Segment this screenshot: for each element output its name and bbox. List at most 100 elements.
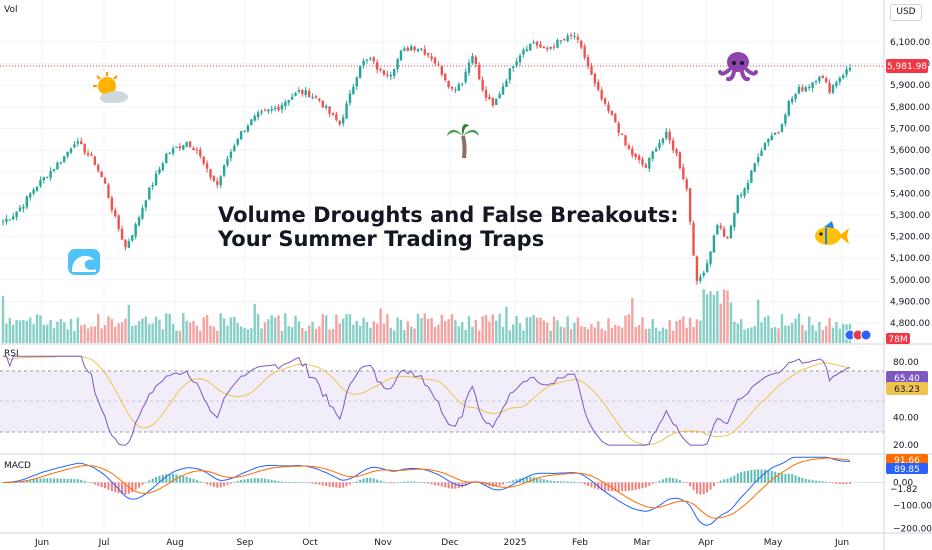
candle-body bbox=[39, 179, 42, 187]
volume-bar bbox=[743, 329, 746, 343]
candle-body bbox=[165, 153, 168, 164]
volume-bar bbox=[328, 329, 331, 343]
macd-histogram-bar bbox=[141, 482, 144, 486]
candle-body bbox=[76, 141, 80, 144]
macd-histogram-bar bbox=[454, 482, 457, 489]
volume-bar bbox=[617, 325, 620, 343]
volume-bar bbox=[709, 291, 712, 343]
price-tick-label: 5,900.00 bbox=[890, 81, 930, 91]
price-tick-label: 5,200.00 bbox=[890, 233, 930, 243]
candle-body bbox=[831, 84, 835, 93]
headline-line-1: Volume Droughts and False Breakouts: bbox=[218, 203, 679, 227]
candle-body bbox=[372, 57, 375, 62]
volume-bar bbox=[552, 316, 556, 343]
macd-histogram-bar bbox=[440, 482, 443, 487]
macd-histogram-bar bbox=[362, 478, 365, 483]
currency-button[interactable]: USD bbox=[890, 4, 922, 21]
candle-body bbox=[491, 97, 495, 106]
candlesticks[interactable] bbox=[1, 32, 852, 285]
candle-body bbox=[86, 153, 90, 155]
volume-bar bbox=[491, 314, 495, 343]
volume-bar bbox=[464, 329, 467, 343]
volume-bar bbox=[522, 330, 525, 343]
candle-body bbox=[216, 181, 219, 185]
earnings-flags-icon[interactable] bbox=[844, 329, 872, 341]
macd-histogram-bar bbox=[515, 479, 518, 483]
macd-histogram-bar bbox=[570, 481, 573, 483]
macd-histogram-bar bbox=[702, 482, 705, 495]
candle-body bbox=[678, 152, 682, 169]
volume-bar bbox=[556, 320, 559, 343]
volume-bars bbox=[1, 289, 852, 343]
macd-histogram-bar bbox=[335, 482, 338, 488]
candle-body bbox=[46, 177, 49, 179]
time-axis[interactable]: Jun Jul Aug Sep Oct Nov Dec 2025 Feb Mar Apr May Jun bbox=[34, 538, 849, 548]
rsi-label[interactable]: RSI bbox=[4, 349, 19, 359]
volume-bar bbox=[549, 330, 552, 343]
volume-bar bbox=[539, 317, 542, 343]
macd-histogram-bar bbox=[678, 480, 681, 483]
candle-body bbox=[535, 41, 539, 46]
macd-histogram-bar bbox=[297, 481, 300, 483]
volume-bar bbox=[821, 329, 824, 343]
volume-bar bbox=[454, 320, 457, 343]
candle-body bbox=[212, 176, 216, 181]
volume-bar bbox=[488, 321, 491, 343]
candle-body bbox=[304, 90, 307, 95]
sun-behind-cloud-icon bbox=[93, 72, 128, 103]
candle-body bbox=[226, 159, 229, 166]
macd-histogram-bar bbox=[498, 482, 501, 486]
volume-bar bbox=[151, 323, 154, 343]
price-axis[interactable]: 6,100.006,000.005,900.005,800.005,700.00… bbox=[890, 38, 930, 329]
volume-bar bbox=[763, 317, 767, 343]
candle-body bbox=[651, 151, 654, 159]
volume-bar bbox=[705, 294, 709, 343]
macd-histogram-bar bbox=[423, 482, 426, 484]
macd-histogram-bar bbox=[59, 478, 62, 483]
candle-body bbox=[457, 84, 461, 91]
volume-bar bbox=[171, 323, 175, 343]
volume-label[interactable]: Vol bbox=[4, 5, 17, 15]
macd-histogram-bar bbox=[379, 480, 382, 483]
candle-body bbox=[804, 87, 807, 92]
volume-bar bbox=[42, 324, 46, 343]
volume-bar bbox=[396, 317, 399, 343]
volume-bar bbox=[624, 315, 627, 343]
candle-body bbox=[338, 120, 341, 125]
candle-body bbox=[427, 53, 430, 56]
volume-bar bbox=[409, 326, 413, 343]
volume-bar bbox=[729, 302, 733, 343]
volume-bar bbox=[165, 313, 168, 343]
volume-bar bbox=[318, 326, 321, 343]
macd-histogram-bar bbox=[695, 482, 698, 494]
volume-bar bbox=[634, 326, 637, 343]
candle-body bbox=[250, 119, 253, 126]
rsi-axis[interactable]: 80.00 40.00 20.00 bbox=[893, 358, 919, 451]
signal-value-badge: 89.85 bbox=[886, 463, 928, 475]
macd-histogram-bar bbox=[447, 482, 450, 489]
candle-body bbox=[93, 156, 97, 166]
macd-histogram-bar bbox=[114, 482, 117, 493]
candle-body bbox=[573, 35, 576, 37]
macd-histogram-bar bbox=[270, 479, 273, 483]
volume-bar bbox=[671, 330, 675, 343]
candle-body bbox=[841, 75, 845, 78]
volume-bar bbox=[161, 329, 165, 343]
macd-histogram-bar bbox=[583, 482, 586, 485]
last-price-badge-text: 5,981.98 bbox=[887, 62, 927, 72]
macd-histogram-bar bbox=[165, 474, 168, 483]
candle-body bbox=[239, 131, 243, 140]
candle-body bbox=[396, 59, 399, 69]
volume-bar bbox=[18, 320, 22, 343]
macd-histogram-bar bbox=[825, 481, 828, 483]
volume-bar bbox=[406, 321, 409, 343]
candle-body bbox=[83, 143, 86, 153]
macd-histogram-bar bbox=[121, 482, 124, 495]
macd-label[interactable]: MACD bbox=[4, 461, 31, 471]
volume-bar bbox=[76, 317, 80, 343]
volume-bar bbox=[413, 328, 416, 343]
macd-histogram-bar bbox=[87, 482, 90, 483]
candle-body bbox=[675, 149, 678, 154]
